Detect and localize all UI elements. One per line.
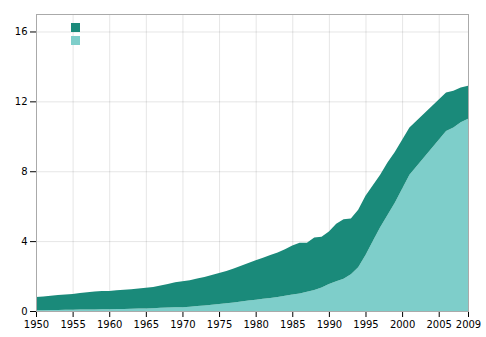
svg-text:1975: 1975 [207,319,232,330]
svg-text:16: 16 [15,26,28,37]
svg-text:1950: 1950 [24,319,49,330]
svg-text:1960: 1960 [97,319,122,330]
svg-text:1995: 1995 [353,319,378,330]
svg-text:1990: 1990 [317,319,342,330]
svg-text:0: 0 [21,306,27,317]
svg-text:2009: 2009 [456,319,481,330]
svg-text:12: 12 [15,96,28,107]
svg-text:1970: 1970 [170,319,195,330]
svg-text:4: 4 [21,236,27,247]
svg-text:2005: 2005 [426,319,451,330]
svg-text:1955: 1955 [60,319,85,330]
svg-text:1965: 1965 [134,319,159,330]
svg-text:1980: 1980 [243,319,268,330]
svg-text:8: 8 [21,166,27,177]
svg-text:1985: 1985 [280,319,305,330]
svg-text:2000: 2000 [390,319,415,330]
